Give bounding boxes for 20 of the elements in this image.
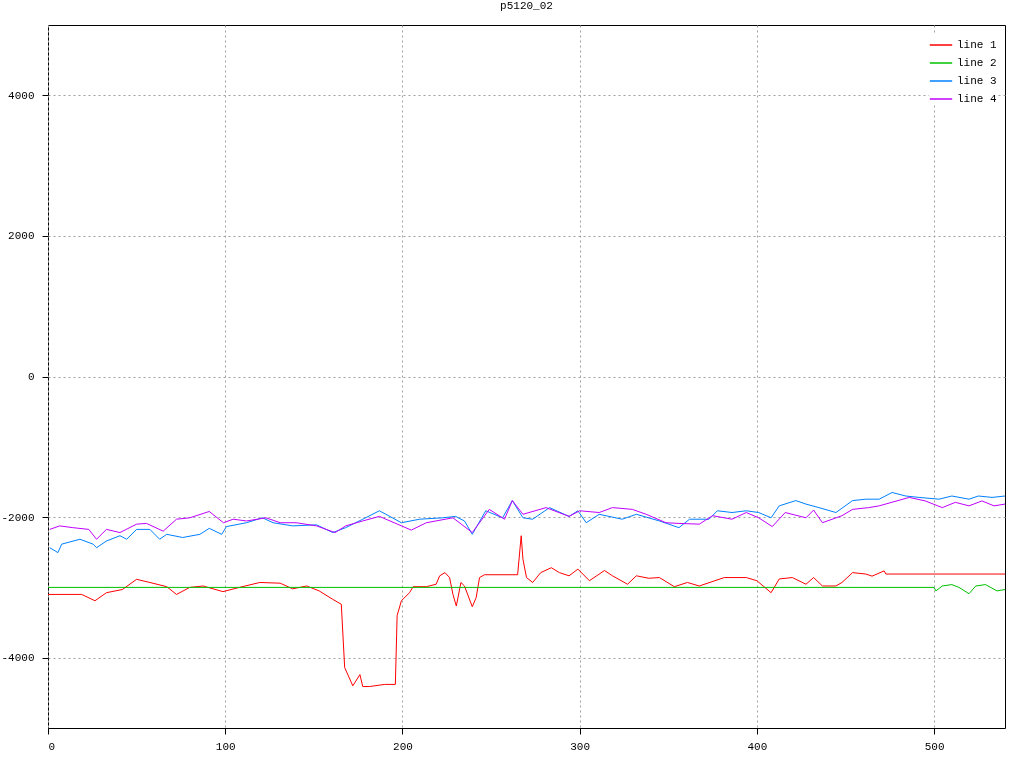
y-tick-label: -2000 — [1, 511, 35, 524]
line-series — [49, 492, 1006, 554]
chart-title: p5120_02 — [500, 0, 553, 12]
legend-label: line 3 — [957, 75, 997, 87]
line-series — [49, 496, 1006, 540]
x-tick-label: 500 — [924, 740, 945, 753]
legend-label: line 1 — [957, 39, 998, 51]
x-tick-label: 200 — [393, 740, 413, 753]
legend-label: line 2 — [957, 57, 997, 69]
x-tick-label: 100 — [215, 740, 236, 753]
y-tick-label: 2000 — [8, 230, 35, 243]
line-series — [47, 535, 1006, 688]
line-series — [47, 584, 1006, 595]
y-tick-label: -4000 — [1, 652, 35, 665]
y-tick-label: 0 — [27, 371, 35, 383]
x-tick-label: 0 — [48, 740, 56, 753]
legend-label: line 4 — [957, 93, 998, 105]
x-tick-label: 300 — [570, 740, 591, 753]
x-tick-label: 400 — [747, 740, 768, 753]
y-tick-label: 4000 — [8, 89, 35, 102]
